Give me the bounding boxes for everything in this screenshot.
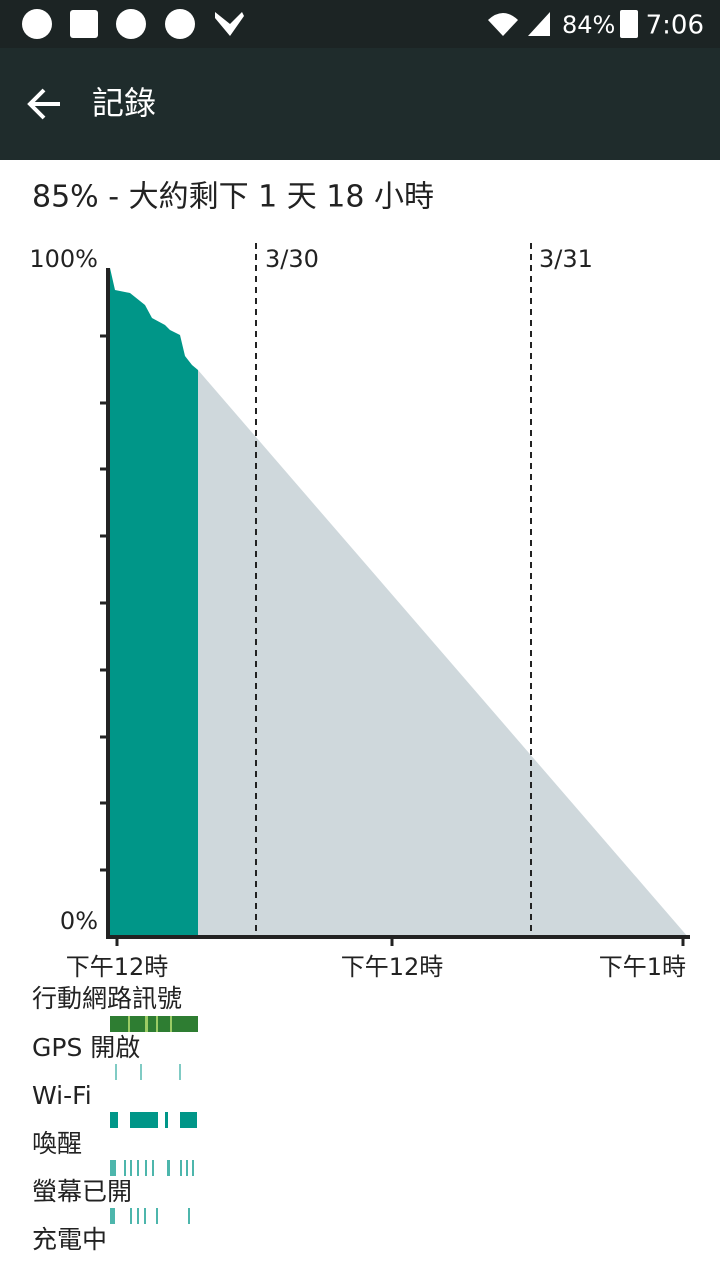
wifi-bars <box>110 1112 197 1128</box>
battery-text: 84% <box>562 11 615 39</box>
row-label: 喚醒 <box>32 1129 82 1158</box>
signal-highlights <box>128 1016 172 1032</box>
awake-bars <box>110 1160 194 1176</box>
app-bar <box>0 48 720 160</box>
battery-graph: 100% 0% 3/30 3/31 下午12時 下午12時 下午1時 <box>29 243 690 981</box>
back-button[interactable] <box>27 88 60 120</box>
screen-bars <box>110 1208 190 1224</box>
x-label: 下午1時 <box>599 953 686 981</box>
axis-ticks <box>100 334 685 946</box>
row-label: GPS 開啟 <box>32 1033 140 1062</box>
row-label: 行動網路訊號 <box>32 984 182 1013</box>
clock: 7:06 <box>646 11 704 41</box>
row-label: 螢幕已開 <box>32 1177 132 1206</box>
x-label: 下午12時 <box>341 953 444 981</box>
summary: 85% - 大約剩下 1 天 18 小時 <box>32 180 434 215</box>
y-label: 0% <box>60 907 98 935</box>
status-icons <box>22 9 638 39</box>
signal-bar <box>110 1016 198 1032</box>
app-title: 記錄 <box>92 84 156 122</box>
projection-area <box>198 370 688 937</box>
date-label: 3/30 <box>265 245 319 273</box>
date-label: 3/31 <box>539 245 593 273</box>
gps-bars <box>115 1064 181 1080</box>
row-label: Wi-Fi <box>32 1081 92 1110</box>
history-area <box>110 268 198 937</box>
y-label: 100% <box>29 245 98 273</box>
x-label: 下午12時 <box>66 953 169 981</box>
row-label: 充電中 <box>32 1225 107 1254</box>
